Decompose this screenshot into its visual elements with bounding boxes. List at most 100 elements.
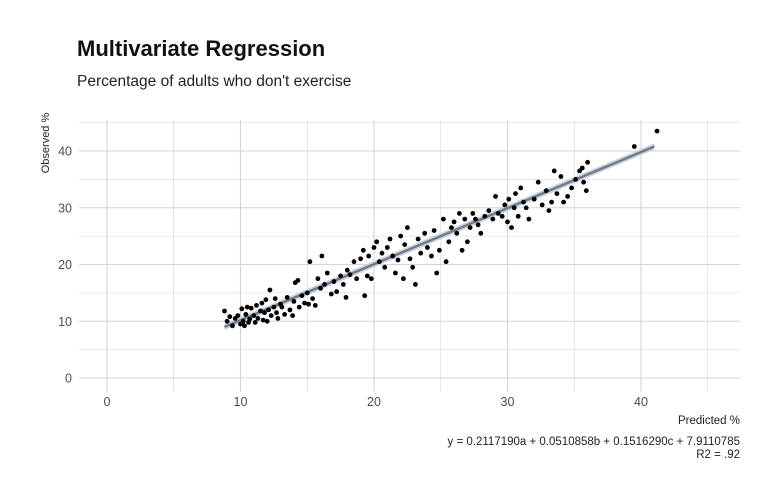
- data-point: [509, 225, 514, 231]
- data-point: [551, 168, 557, 174]
- data-point: [224, 318, 230, 324]
- data-point: [255, 316, 261, 321]
- x-tick-label: 10: [234, 395, 248, 409]
- data-point: [486, 208, 492, 214]
- data-point: [364, 273, 370, 279]
- data-point: [264, 318, 270, 324]
- data-point: [312, 303, 318, 308]
- data-point: [413, 282, 418, 287]
- data-point: [493, 194, 498, 199]
- data-point: [382, 264, 388, 270]
- data-point: [482, 213, 488, 219]
- data-point: [334, 289, 339, 295]
- data-point: [585, 159, 590, 165]
- data-point: [227, 314, 233, 320]
- chart-title: Multivariate Regression: [77, 36, 326, 61]
- data-point: [295, 278, 301, 283]
- x-axis-label: Predicted %: [678, 415, 740, 427]
- data-point: [266, 307, 271, 313]
- data-point: [467, 225, 473, 231]
- data-point: [318, 285, 323, 291]
- data-point: [324, 270, 330, 276]
- y-tick-label: 40: [58, 145, 72, 159]
- data-point: [395, 257, 401, 263]
- data-point: [422, 230, 428, 236]
- data-point: [535, 179, 541, 185]
- data-point: [304, 290, 310, 296]
- data-point: [506, 196, 512, 202]
- data-point: [259, 300, 265, 306]
- data-point: [418, 250, 424, 256]
- data-point: [243, 312, 249, 317]
- data-point: [549, 199, 554, 205]
- data-point: [431, 228, 437, 233]
- data-point: [565, 194, 570, 199]
- data-point: [402, 242, 408, 248]
- data-point: [434, 270, 440, 276]
- data-point: [374, 239, 380, 245]
- data-point: [271, 304, 277, 310]
- data-point: [302, 300, 307, 306]
- data-point: [449, 225, 454, 231]
- data-point: [287, 307, 293, 313]
- data-point: [235, 313, 241, 318]
- data-point: [354, 276, 359, 282]
- data-point: [379, 250, 385, 256]
- regression-fit: [224, 143, 655, 331]
- data-point: [505, 219, 510, 225]
- x-tick-label: 40: [634, 395, 648, 409]
- y-tick-label: 20: [58, 258, 72, 272]
- data-point: [443, 259, 449, 265]
- data-point: [462, 216, 468, 222]
- data-point: [282, 312, 287, 317]
- data-point: [376, 259, 382, 265]
- y-tick-label: 10: [58, 315, 72, 329]
- data-point: [451, 219, 457, 225]
- data-point: [558, 174, 564, 179]
- data-point: [222, 308, 227, 314]
- data-point: [299, 293, 305, 299]
- data-point: [511, 205, 517, 211]
- data-point: [499, 213, 505, 219]
- data-point: [315, 276, 321, 282]
- data-point: [521, 199, 526, 205]
- data-point: [244, 304, 250, 310]
- data-point: [654, 128, 660, 134]
- data-point: [242, 323, 247, 329]
- data-point: [465, 239, 470, 245]
- data-point: [515, 213, 521, 219]
- data-point: [543, 188, 549, 194]
- data-point: [371, 245, 377, 250]
- data-point: [502, 202, 508, 208]
- data-point: [291, 299, 297, 304]
- data-point: [539, 202, 545, 208]
- data-point: [230, 323, 235, 329]
- y-axis-label: Observed %: [40, 113, 52, 174]
- data-point: [384, 245, 390, 250]
- data-point: [495, 211, 501, 216]
- data-point: [446, 239, 452, 245]
- data-point: [523, 205, 529, 211]
- data-point: [393, 270, 398, 276]
- data-point: [581, 179, 586, 185]
- data-point: [290, 313, 295, 318]
- data-point: [360, 247, 366, 253]
- data-point: [410, 264, 416, 270]
- data-point: [275, 316, 281, 321]
- x-tick-label: 20: [367, 395, 381, 409]
- data-point: [366, 253, 372, 259]
- data-point: [390, 253, 396, 259]
- data-point: [338, 273, 343, 279]
- data-point: [478, 230, 484, 236]
- data-point: [263, 297, 269, 303]
- data-point: [454, 230, 460, 236]
- data-point: [239, 306, 245, 312]
- data-point: [347, 272, 353, 278]
- tick-labels: 0 10 20 30 40 0 10 20 30 40: [58, 145, 648, 410]
- data-point: [331, 279, 337, 284]
- regression-caption: y = 0.2117190a + 0.0510858b + 0.1516290c…: [448, 436, 740, 462]
- data-point: [573, 177, 578, 182]
- data-point: [268, 313, 274, 318]
- data-point: [240, 318, 246, 324]
